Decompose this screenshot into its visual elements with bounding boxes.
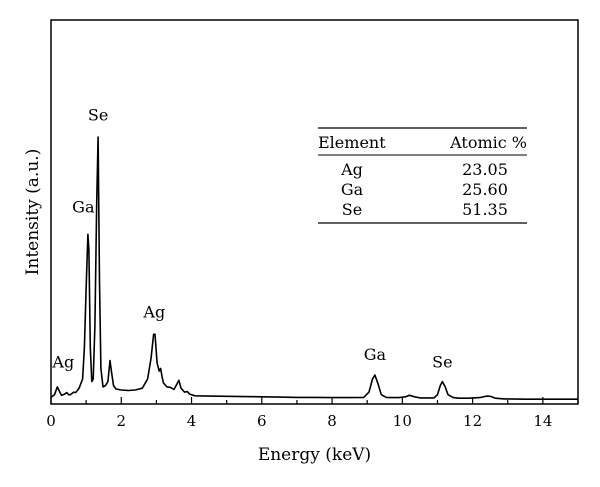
y-axis-title: Intensity (a.u.) [23, 149, 43, 276]
table-header-element: Element [318, 133, 386, 152]
plot-frame [50, 19, 579, 405]
table-cell-atomic-ga: 25.60 [462, 180, 508, 199]
x-axis-tick-labels: 0 2 4 6 8 10 12 14 [46, 412, 552, 430]
x-tick-label-2: 2 [116, 412, 126, 430]
table-cell-element-ga: Ga [341, 180, 364, 199]
x-tick-label-10: 10 [393, 412, 412, 430]
spectrum-line [50, 136, 578, 400]
x-tick-label-6: 6 [257, 412, 267, 430]
composition-table: Element Atomic % Ag 23.05 Ga 25.60 Se 51.35 [318, 127, 527, 224]
peak-label-ga-1: Ga [72, 198, 95, 217]
table-cell-element-se: Se [342, 200, 362, 219]
x-tick-label-0: 0 [46, 412, 56, 430]
x-axis-title: Energy (keV) [258, 445, 371, 465]
peak-label-se-5: Se [432, 353, 452, 372]
table-cell-element-ag: Ag [340, 160, 363, 179]
table-header-atomic-percent: Atomic % [449, 133, 527, 152]
table-cell-atomic-ag: 23.05 [462, 160, 508, 179]
table-cell-atomic-se: 51.35 [462, 200, 508, 219]
x-tick-label-12: 12 [463, 412, 482, 430]
peak-label-ga-4: Ga [364, 345, 387, 364]
x-tick-label-8: 8 [327, 412, 337, 430]
peak-label-se-2: Se [88, 105, 108, 124]
peak-label-ag-3: Ag [142, 303, 165, 322]
table-rows: Ag 23.05 Ga 25.60 Se 51.35 [340, 160, 508, 219]
x-tick-label-4: 4 [187, 412, 197, 430]
peak-label-ag-0: Ag [51, 353, 74, 372]
x-tick-label-14: 14 [533, 412, 552, 430]
